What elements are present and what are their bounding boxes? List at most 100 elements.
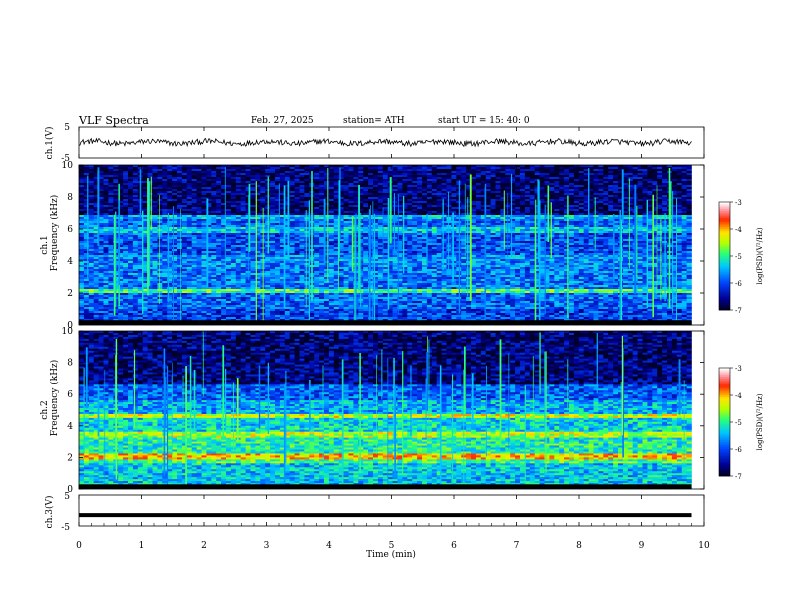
spectrogram-cell <box>588 203 594 206</box>
spectrogram-cell <box>93 241 99 244</box>
spectrogram-cell <box>539 191 545 194</box>
spectrogram-cell <box>657 209 663 212</box>
station-label: station= ATH <box>343 116 405 126</box>
spectrogram-cell <box>123 233 129 236</box>
spectrogram-cell <box>304 175 310 178</box>
spectrogram-cell <box>534 227 540 230</box>
spectrogram-cell <box>128 185 134 188</box>
spectrogram-cell <box>583 227 589 230</box>
spectrogram-cell <box>348 239 354 242</box>
spectrogram-cell <box>147 171 153 174</box>
spectrogram-cell <box>338 231 344 234</box>
spectrogram-cell <box>206 185 212 188</box>
spectrogram-cell <box>495 223 501 226</box>
spectrogram-cell <box>191 231 197 234</box>
spectrogram-cell <box>627 189 633 192</box>
spectrogram-cell <box>186 239 192 242</box>
spectrogram-cell <box>338 205 344 208</box>
spectrogram-cell <box>622 239 629 242</box>
spectrogram-cell <box>510 213 516 216</box>
spectrogram-cell <box>275 203 281 206</box>
spectrogram-cell <box>108 227 114 230</box>
spectrogram-cell <box>216 239 222 242</box>
spectrogram-cell <box>191 169 197 172</box>
spectrogram-cell <box>142 231 148 234</box>
spectrogram-cell <box>377 179 384 182</box>
spectrogram-cell <box>397 193 403 196</box>
spectrogram-cell <box>324 169 330 172</box>
spectrogram-cell <box>598 209 604 212</box>
spectrogram-cell <box>549 213 555 216</box>
spectrogram-cell <box>520 177 526 180</box>
spectrogram-cell <box>186 213 192 216</box>
spectrogram-cell <box>245 187 251 190</box>
spectrogram-cell <box>505 169 511 172</box>
spectrogram-cell <box>637 165 643 168</box>
spectrogram-cell <box>402 213 408 216</box>
spectrogram-cell <box>157 239 163 242</box>
spectrogram-cell <box>328 185 335 188</box>
spectrogram-cell <box>162 187 168 190</box>
spectrogram-cell <box>608 227 614 230</box>
spectrogram-cell <box>402 205 408 208</box>
spectrogram-cell <box>216 229 222 232</box>
spectrogram-cell <box>152 203 158 206</box>
spectrogram-cell <box>573 211 580 214</box>
spectrogram-cell <box>578 215 584 218</box>
spectrogram-cell <box>613 201 619 204</box>
spectrogram-cell <box>353 209 359 212</box>
spectrogram-cell <box>485 215 491 218</box>
spectrogram-cell <box>294 225 300 228</box>
spectrogram-cell <box>657 173 663 176</box>
spectrogram-cell <box>162 241 168 244</box>
spectrogram-cell <box>304 241 310 244</box>
spectrogram-cell <box>446 211 452 214</box>
spectrogram-cell <box>162 231 168 234</box>
spectrogram-cell <box>221 171 227 174</box>
spectrogram-cell <box>98 221 104 224</box>
spectrogram-cell <box>226 193 232 196</box>
spectrogram-cell <box>353 183 359 186</box>
spectrogram-cell <box>622 191 629 194</box>
spectrogram-cell <box>500 239 506 242</box>
spectrogram-cell <box>216 219 222 222</box>
spectrogram-cell <box>564 217 570 220</box>
spectrogram-cell <box>554 223 560 226</box>
spectrogram-cell <box>230 237 237 240</box>
spectrogram-cell <box>622 219 629 222</box>
spectrogram-cell <box>534 223 540 226</box>
spectrogram-cell <box>627 193 633 196</box>
spectrogram-cell <box>93 177 99 180</box>
spectrogram-cell <box>157 165 163 168</box>
spectrogram-cell <box>578 243 584 246</box>
spectrogram-cell <box>177 191 183 194</box>
spectrogram-cell <box>647 231 653 234</box>
spectrogram-cell <box>255 213 261 216</box>
spectrogram-cell <box>446 191 452 194</box>
spectrogram-cell <box>431 233 437 236</box>
spectrogram-cell <box>162 201 168 204</box>
spectrogram-cell <box>289 215 295 218</box>
spectrogram-cell <box>392 225 398 228</box>
spectrogram-cell <box>510 179 516 182</box>
spectrogram-cell <box>368 185 374 188</box>
spectrogram-cell <box>373 181 379 184</box>
spectrogram-cell <box>79 225 85 228</box>
spectrogram-cell <box>397 179 403 182</box>
spectrogram-cell <box>206 187 212 190</box>
spectrogram-cell <box>608 187 614 190</box>
spectrogram-cell <box>422 243 428 246</box>
spectrogram-cell <box>108 187 114 190</box>
spectrogram-cell <box>613 187 619 190</box>
spectrogram-cell <box>324 171 330 174</box>
spectrogram-cell <box>593 235 599 238</box>
spectrogram-cell <box>128 195 134 198</box>
spectrogram-cell <box>583 229 589 232</box>
spectrogram-cell <box>412 241 418 244</box>
spectrogram-cell <box>181 173 188 176</box>
spectrogram-cell <box>294 231 300 234</box>
spectrogram-cell <box>441 235 447 238</box>
spectrogram-cell <box>402 215 408 218</box>
spectrogram-cell <box>191 211 197 214</box>
spectrogram-cell <box>397 223 403 226</box>
